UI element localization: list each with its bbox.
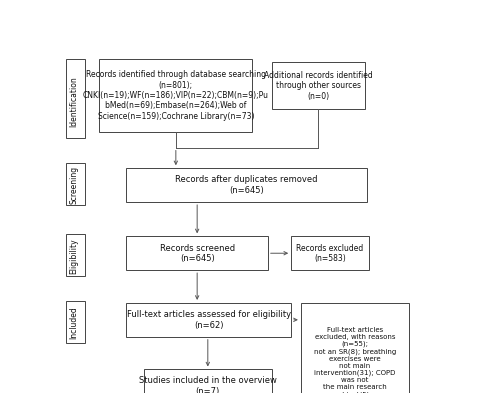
Text: Identification: Identification [70, 76, 78, 127]
FancyBboxPatch shape [301, 303, 410, 393]
Text: Records screened
(n=645): Records screened (n=645) [160, 244, 234, 263]
Text: Full-text articles assessed for eligibility
(n=62): Full-text articles assessed for eligibil… [126, 310, 291, 329]
FancyBboxPatch shape [126, 303, 291, 337]
FancyBboxPatch shape [66, 163, 85, 205]
Text: Studies included in the overview
(n=7): Studies included in the overview (n=7) [139, 376, 277, 393]
FancyBboxPatch shape [66, 301, 85, 343]
FancyBboxPatch shape [66, 59, 85, 138]
Text: Records identified through database searching
(n=801);
CNKI(n=19);WF(n=186);VIP(: Records identified through database sear… [83, 70, 269, 121]
FancyBboxPatch shape [126, 168, 366, 202]
Text: Screening: Screening [70, 166, 78, 204]
FancyBboxPatch shape [66, 234, 85, 276]
FancyBboxPatch shape [144, 369, 272, 393]
Text: Additional records identified
through other sources
(n=0): Additional records identified through ot… [264, 71, 372, 101]
Text: Records after duplicates removed
(n=645): Records after duplicates removed (n=645) [176, 175, 318, 195]
FancyBboxPatch shape [272, 62, 365, 109]
Text: Records excluded
(n=583): Records excluded (n=583) [296, 244, 364, 263]
FancyBboxPatch shape [126, 236, 268, 270]
Text: Eligibility: Eligibility [70, 238, 78, 274]
FancyBboxPatch shape [100, 59, 252, 132]
Text: Included: Included [70, 306, 78, 339]
FancyBboxPatch shape [291, 236, 368, 270]
Text: Full-text articles
excluded, with reasons
(n=55);
not an SR(8); breathing
exerci: Full-text articles excluded, with reason… [312, 327, 399, 393]
